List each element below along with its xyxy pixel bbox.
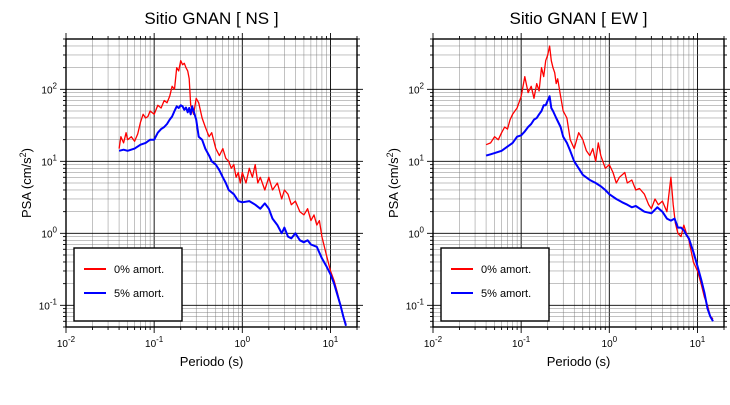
- legend: 0% amort. 5% amort.: [73, 247, 183, 322]
- legend-label: 0% amort.: [481, 264, 531, 276]
- series-group: [485, 45, 714, 322]
- chart-panel-ns: 10-2 10-1 100 101 10-1 100 101 102 Sitio GNAN [ …: [18, 9, 363, 369]
- series-line-0pct: [118, 60, 347, 325]
- chart-title: Sitio GNAN [ EW ]: [510, 9, 648, 28]
- y-tick-label: 101: [41, 153, 57, 168]
- x-tick-labels: 10-2 10-1 100 101: [57, 335, 339, 350]
- y-tick-label: 100: [41, 225, 57, 240]
- y-tick-label: 10-1: [406, 297, 425, 312]
- y-axis-label: PSA (cm/s2): [18, 148, 34, 218]
- legend: 0% amort. 5% amort.: [440, 247, 550, 322]
- x-tick-label: 100: [235, 335, 251, 350]
- x-tick-label: 10-1: [512, 335, 531, 350]
- legend-label: 5% amort.: [114, 288, 164, 300]
- x-tick-label: 100: [602, 335, 618, 350]
- y-tick-label: 10-1: [39, 297, 58, 312]
- y-tick-labels: 10-1 100 101 102: [406, 81, 425, 312]
- x-tick-label: 10-2: [424, 335, 443, 350]
- x-tick-label: 101: [323, 335, 339, 350]
- y-axis-label: PSA (cm/s2): [385, 148, 401, 218]
- legend-label: 0% amort.: [114, 264, 164, 276]
- series-group: [118, 60, 347, 327]
- y-tick-label: 101: [408, 153, 424, 168]
- y-tick-labels: 10-1 100 101 102: [39, 81, 58, 312]
- chart-panel-ew: 10-2 10-1 100 101 10-1 100 101 102 Sitio GNAN [ …: [385, 9, 730, 369]
- x-tick-label: 101: [690, 335, 706, 350]
- tick-marks: [427, 33, 730, 333]
- x-tick-labels: 10-2 10-1 100 101: [424, 335, 706, 350]
- grid: [65, 38, 358, 328]
- y-tick-label: 102: [408, 81, 424, 96]
- y-tick-label: 100: [408, 225, 424, 240]
- x-tick-label: 10-2: [57, 335, 76, 350]
- x-tick-label: 10-1: [145, 335, 164, 350]
- series-line-5pct: [485, 95, 714, 322]
- y-tick-label: 102: [41, 81, 57, 96]
- legend-label: 5% amort.: [481, 288, 531, 300]
- legend-box: [73, 247, 183, 322]
- chart-title: Sitio GNAN [ NS ]: [144, 9, 278, 28]
- legend-box: [440, 247, 550, 322]
- x-axis-label: Periodo (s): [180, 354, 244, 369]
- x-axis-label: Periodo (s): [547, 354, 611, 369]
- tick-marks: [60, 33, 363, 333]
- series-line-5pct: [118, 104, 347, 327]
